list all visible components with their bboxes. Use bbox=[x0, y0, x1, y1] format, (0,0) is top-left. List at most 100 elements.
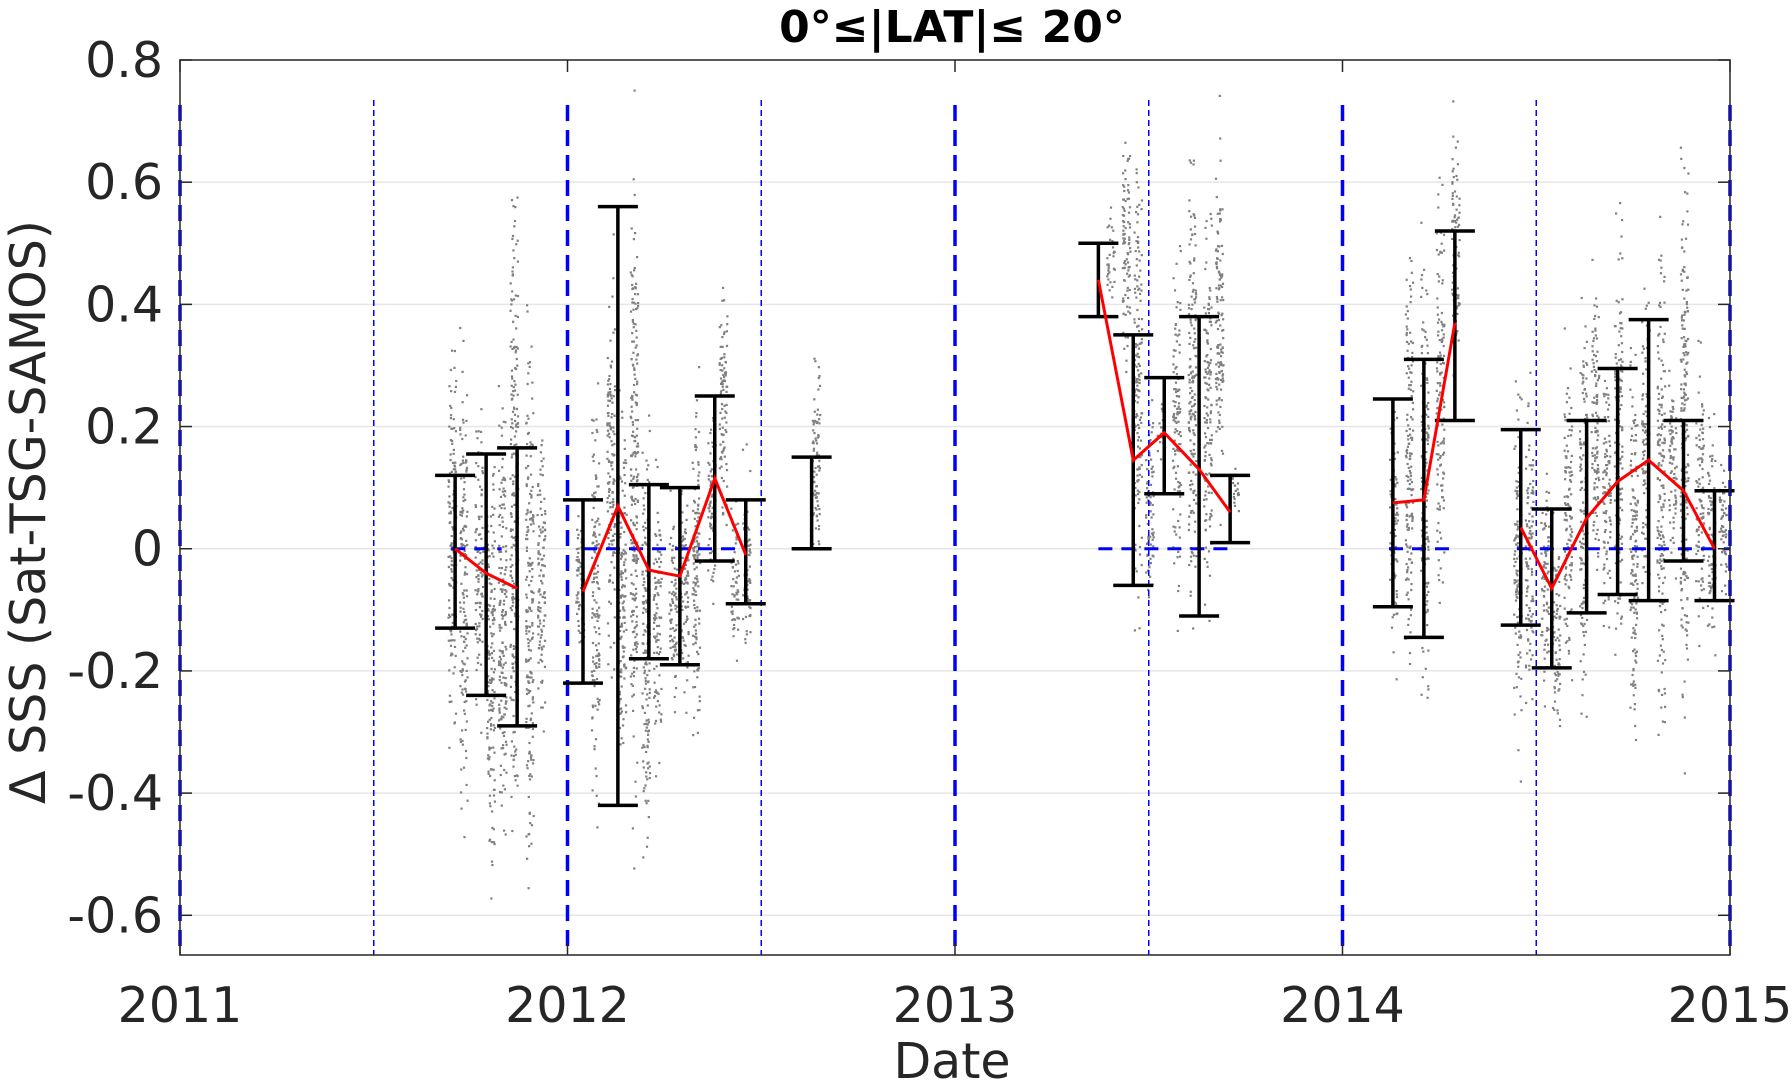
scatter-point bbox=[1140, 283, 1143, 286]
scatter-point bbox=[1140, 412, 1143, 415]
scatter-point bbox=[609, 506, 612, 509]
scatter-point bbox=[1140, 421, 1143, 424]
scatter-point bbox=[1455, 174, 1458, 178]
scatter-point bbox=[474, 556, 477, 559]
scatter-point bbox=[1136, 205, 1139, 208]
scatter-point bbox=[1149, 543, 1153, 546]
scatter-point bbox=[1175, 340, 1178, 343]
scatter-point bbox=[541, 648, 544, 651]
scatter-point bbox=[490, 678, 494, 682]
scatter-point bbox=[612, 501, 615, 504]
scatter-point bbox=[1204, 451, 1207, 454]
scatter-point bbox=[1425, 377, 1428, 380]
scatter-point bbox=[654, 691, 657, 694]
scatter-point bbox=[641, 707, 644, 710]
scatter-point bbox=[1210, 457, 1213, 460]
scatter-point bbox=[452, 418, 455, 421]
scatter-point bbox=[1205, 421, 1208, 424]
scatter-point bbox=[654, 636, 657, 639]
scatter-point bbox=[681, 544, 684, 547]
scatter-point bbox=[1436, 400, 1439, 403]
scatter-point bbox=[448, 505, 451, 508]
scatter-point bbox=[1513, 713, 1516, 716]
scatter-point bbox=[1189, 318, 1192, 321]
scatter-point bbox=[528, 778, 532, 781]
scatter-point bbox=[1174, 450, 1177, 453]
scatter-point bbox=[513, 380, 516, 383]
scatter-point bbox=[1176, 334, 1179, 337]
scatter-point bbox=[1530, 468, 1534, 471]
scatter-point bbox=[493, 618, 496, 621]
scatter-point bbox=[1203, 459, 1206, 462]
scatter-point bbox=[1112, 255, 1115, 258]
scatter-point bbox=[504, 490, 507, 493]
scatter-point bbox=[1112, 246, 1115, 249]
scatter-point bbox=[491, 701, 494, 704]
scatter-point bbox=[1204, 421, 1207, 424]
scatter-point bbox=[451, 579, 454, 582]
scatter-point bbox=[1436, 529, 1439, 532]
scatter-point bbox=[511, 427, 514, 430]
scatter-point bbox=[694, 590, 697, 593]
scatter-point bbox=[612, 233, 615, 236]
scatter-point bbox=[1217, 270, 1220, 273]
scatter-point bbox=[515, 243, 518, 246]
scatter-point bbox=[609, 382, 612, 386]
scatter-point bbox=[1136, 378, 1139, 381]
scatter-point bbox=[1568, 564, 1572, 567]
scatter-point bbox=[632, 583, 635, 586]
scatter-point bbox=[460, 545, 463, 548]
scatter-point bbox=[697, 474, 700, 477]
scatter-point bbox=[492, 633, 495, 636]
scatter-point bbox=[538, 590, 541, 593]
scatter-point bbox=[511, 655, 514, 658]
scatter-point bbox=[646, 723, 649, 726]
scatter-point bbox=[503, 706, 506, 709]
scatter-point bbox=[592, 495, 595, 498]
scatter-point bbox=[745, 633, 748, 636]
scatter-point bbox=[575, 600, 578, 603]
scatter-point bbox=[529, 517, 532, 521]
scatter-point bbox=[1563, 495, 1566, 498]
scatter-point bbox=[635, 404, 638, 407]
scatter-point bbox=[711, 475, 714, 478]
scatter-point bbox=[1219, 137, 1222, 140]
scatter-point bbox=[685, 711, 688, 714]
scatter-point bbox=[1134, 342, 1137, 346]
scatter-point bbox=[632, 593, 635, 596]
scatter-point bbox=[633, 367, 636, 370]
scatter-cluster bbox=[486, 466, 497, 900]
scatter-point bbox=[1137, 240, 1140, 243]
scatter-point bbox=[1545, 472, 1548, 475]
scatter-point bbox=[453, 666, 456, 669]
scatter-point bbox=[622, 600, 625, 603]
scatter-point bbox=[1439, 456, 1442, 459]
scatter-point bbox=[461, 739, 464, 742]
scatter-point bbox=[622, 606, 625, 609]
scatter-point bbox=[686, 504, 689, 507]
scatter-point bbox=[1178, 555, 1182, 558]
scatter-point bbox=[1565, 529, 1568, 532]
scatter-point bbox=[684, 593, 687, 596]
scatter-point bbox=[642, 766, 645, 769]
scatter-point bbox=[656, 607, 659, 610]
scatter-point bbox=[1178, 351, 1181, 354]
scatter-point bbox=[1126, 189, 1130, 192]
scatter-point bbox=[622, 466, 626, 469]
scatter-point bbox=[543, 591, 546, 594]
scatter-point bbox=[454, 468, 457, 471]
scatter-point bbox=[1568, 471, 1571, 474]
scatter-point bbox=[1427, 649, 1430, 652]
scatter-point bbox=[693, 603, 696, 607]
scatter-point bbox=[1456, 287, 1459, 290]
scatter-point bbox=[479, 571, 482, 574]
scatter-point bbox=[749, 551, 752, 554]
scatter-point bbox=[451, 564, 454, 567]
scatter-point bbox=[632, 326, 635, 329]
scatter-point bbox=[511, 266, 514, 269]
scatter-point bbox=[1568, 573, 1571, 577]
scatter-point bbox=[1515, 535, 1518, 538]
scatter-point bbox=[623, 561, 626, 564]
scatter-point bbox=[1409, 331, 1412, 334]
scatter-point bbox=[512, 536, 515, 539]
